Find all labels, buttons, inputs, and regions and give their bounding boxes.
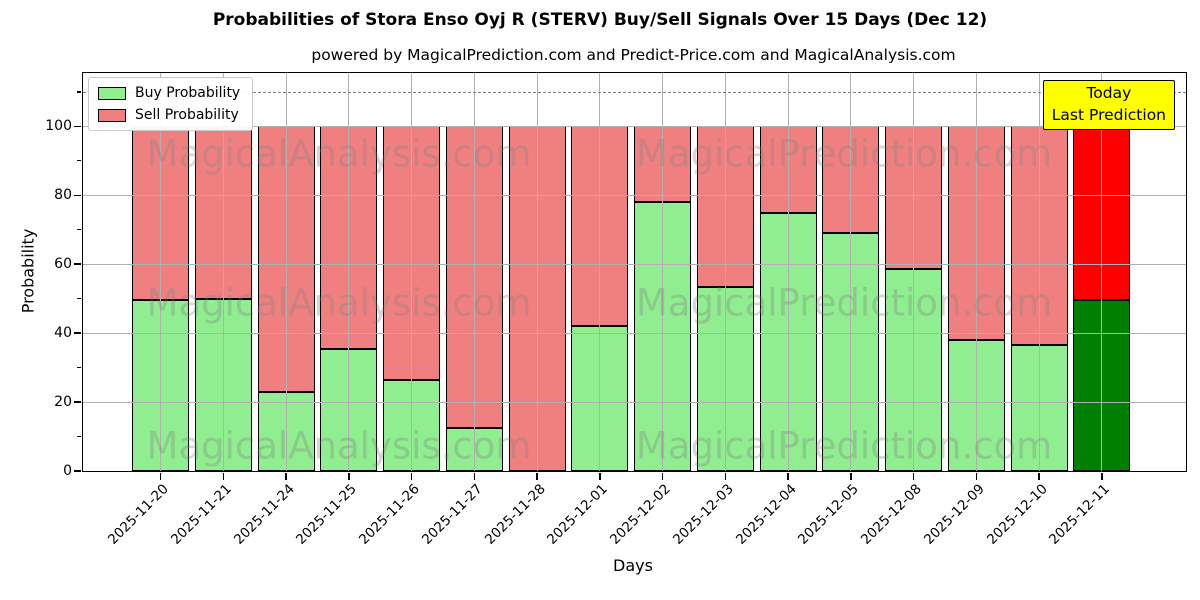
x-tick — [410, 472, 413, 480]
sell-color-swatch — [98, 108, 126, 122]
v-gridline — [411, 73, 412, 471]
y-tick-label: 60 — [54, 256, 72, 273]
v-gridline — [975, 73, 977, 471]
x-tick — [975, 472, 977, 480]
x-tick — [912, 472, 915, 480]
today-annotation-line2: Last Prediction — [1051, 106, 1166, 124]
x-tick-label-text: 2025-12-05 — [795, 481, 863, 548]
v-gridline — [662, 73, 663, 471]
h-gridline — [83, 194, 1186, 196]
v-gridline — [473, 73, 475, 471]
y-tick-label: 20 — [54, 394, 72, 411]
buy-color-swatch — [98, 86, 126, 100]
x-tick — [1038, 472, 1040, 480]
y-minor-tick — [77, 91, 81, 93]
legend: Buy Probability Sell Probability — [88, 77, 254, 131]
x-tick — [473, 472, 475, 480]
h-gridline — [83, 125, 1186, 127]
y-tick — [74, 332, 81, 334]
x-tick — [536, 472, 538, 480]
x-tick-label-text: 2025-12-10 — [983, 481, 1051, 548]
v-gridline — [724, 73, 726, 471]
chart-title: Probabilities of Stora Enso Oyj R (STERV… — [212, 10, 988, 30]
y-tick-label: 100 — [45, 118, 72, 135]
x-tick-label-text: 2025-12-01 — [544, 481, 612, 548]
x-tick-label-text: 2025-12-09 — [920, 481, 988, 548]
x-tick-label-text: 2025-11-20 — [105, 481, 172, 548]
plot-area: MagicalAnalysis.com MagicalPrediction.co… — [45, 72, 1187, 548]
v-gridline — [850, 73, 852, 471]
y-tick — [74, 470, 81, 472]
x-tick-label-text: 2025-11-21 — [167, 481, 235, 548]
x-tick-label-text: 2025-11-24 — [230, 481, 298, 548]
x-tick — [787, 472, 789, 480]
y-tick — [74, 125, 81, 128]
y-minor-tick — [77, 435, 81, 438]
y-minor-tick — [77, 367, 81, 369]
x-tick — [348, 472, 350, 480]
v-gridline — [285, 73, 287, 471]
v-gridline — [1038, 73, 1040, 471]
x-axis-label: Days — [613, 556, 653, 575]
x-tick — [159, 472, 162, 480]
chart-subtitle: powered by MagicalPrediction.com and Pre… — [311, 46, 956, 64]
y-minor-tick — [77, 160, 81, 162]
x-tick — [724, 472, 726, 480]
y-axis-label: Probability — [18, 228, 38, 314]
x-tick-label-text: 2025-11-26 — [356, 481, 423, 548]
x-tick — [1101, 472, 1103, 480]
today-annotation-line1: Today — [1086, 84, 1132, 102]
x-tick-label-text: 2025-11-28 — [481, 481, 549, 548]
x-tick-label-text: 2025-12-08 — [858, 481, 925, 548]
y-tick — [74, 401, 81, 403]
v-gridline — [787, 73, 789, 471]
x-tick — [850, 472, 852, 480]
y-minor-tick — [77, 229, 81, 231]
x-tick — [661, 472, 664, 480]
y-minor-tick — [77, 298, 81, 300]
v-gridline — [348, 73, 350, 471]
x-tick — [222, 472, 224, 480]
x-tick — [599, 472, 601, 480]
h-gridline — [83, 332, 1186, 334]
legend-label-sell: Sell Probability — [135, 107, 239, 123]
today-annotation: Today Last Prediction — [1042, 80, 1175, 130]
y-tick-label: 80 — [54, 187, 72, 204]
y-tick-label: 0 — [63, 463, 72, 479]
x-tick-label-text: 2025-12-11 — [1046, 481, 1114, 548]
legend-item-sell: Sell Probability — [98, 107, 240, 123]
x-tick-label-text: 2025-12-03 — [669, 481, 737, 548]
v-gridline — [222, 73, 224, 471]
x-tick — [285, 472, 287, 480]
x-tick-label-text: 2025-11-25 — [293, 481, 361, 548]
legend-label-buy: Buy Probability — [135, 85, 241, 101]
x-tick-label-text: 2025-12-04 — [732, 481, 800, 548]
h-gridline — [83, 401, 1186, 403]
y-tick-label: 40 — [54, 325, 72, 342]
v-gridline — [599, 73, 601, 471]
axis-layer: 2025-11-20 2025-11-21 2025-11-24 2025-11-25… — [45, 73, 1186, 548]
h-gridline — [83, 263, 1186, 265]
legend-item-buy: Buy Probability — [98, 85, 240, 101]
y-tick — [74, 263, 81, 265]
v-gridline — [1101, 73, 1103, 471]
grid-layer — [83, 73, 1186, 471]
x-tick-label-text: 2025-11-27 — [418, 481, 486, 548]
v-gridline — [536, 73, 538, 471]
y-tick — [74, 194, 81, 197]
dashed-threshold-line — [83, 91, 1186, 93]
v-gridline — [913, 73, 914, 471]
x-tick-label-text: 2025-12-02 — [607, 481, 674, 548]
v-gridline — [160, 73, 161, 471]
